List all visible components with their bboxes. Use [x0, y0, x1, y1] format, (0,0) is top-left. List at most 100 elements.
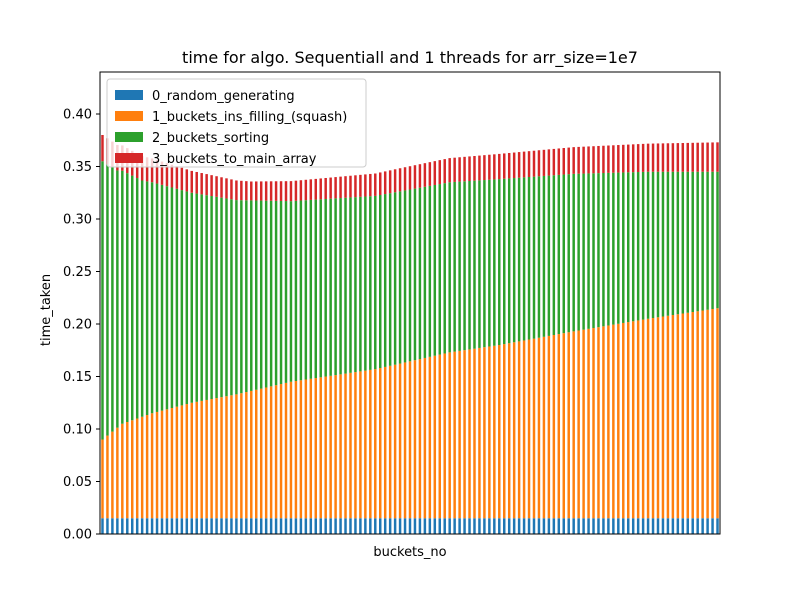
bar-segment-2 — [711, 171, 714, 309]
bar-segment-1 — [522, 340, 526, 519]
bar-segment-1 — [651, 318, 655, 519]
bar-segment-3 — [269, 181, 273, 201]
y-tick-label: 0.35 — [63, 160, 92, 175]
bar-segment-0 — [612, 518, 615, 534]
bar-segment-1 — [135, 418, 139, 519]
bar-segment-2 — [264, 200, 268, 388]
bar-segment-3 — [329, 177, 332, 199]
legend-swatch — [115, 153, 143, 163]
bar-segment-1 — [676, 314, 680, 519]
bar-segment-1 — [696, 311, 699, 519]
bar-segment-2 — [126, 173, 129, 422]
bar-segment-1 — [661, 316, 665, 519]
bar-segment-0 — [165, 518, 169, 534]
bar-segment-0 — [597, 518, 600, 534]
bar-segment-0 — [190, 518, 193, 534]
bar-segment-3 — [314, 178, 317, 200]
bar-segment-2 — [240, 200, 243, 394]
bar-segment-1 — [240, 393, 243, 519]
bar-segment-1 — [423, 357, 427, 519]
bar-segment-0 — [111, 518, 114, 534]
bar-segment-1 — [612, 324, 615, 519]
bar-segment-2 — [259, 200, 263, 389]
bar-segment-1 — [686, 312, 689, 519]
bar-segment-2 — [185, 191, 189, 405]
bar-segment-0 — [309, 518, 313, 534]
bar-segment-3 — [259, 181, 263, 201]
bar-segment-1 — [463, 350, 466, 519]
bar-segment-2 — [349, 197, 352, 373]
bar-segment-3 — [170, 164, 174, 188]
bar-segment-1 — [155, 411, 159, 519]
bar-segment-0 — [264, 518, 268, 534]
bar-segment-1 — [190, 402, 193, 519]
plot-frame — [99, 71, 721, 535]
bar-segment-3 — [542, 149, 546, 176]
bar-segment-3 — [250, 181, 253, 201]
bar-segment-0 — [369, 518, 372, 534]
bar-segment-1 — [607, 325, 610, 519]
bar-segment-2 — [354, 197, 357, 373]
bar-segment-0 — [493, 518, 496, 534]
bar-segment-3 — [438, 160, 441, 185]
bar-segment-2 — [651, 171, 655, 318]
bar-segment-1 — [255, 389, 258, 519]
bar-segment-1 — [393, 364, 397, 519]
bar-segment-1 — [547, 335, 551, 519]
bar-segment-2 — [478, 180, 481, 348]
bar-segment-0 — [567, 518, 570, 534]
bar-segment-2 — [383, 194, 387, 367]
bar-segment-2 — [607, 172, 610, 326]
bar-segment-0 — [354, 518, 357, 534]
bar-segment-0 — [532, 518, 536, 534]
bar-segment-3 — [478, 155, 481, 181]
bar-segment-3 — [319, 178, 322, 200]
bar-segment-0 — [691, 518, 694, 534]
bar-segment-3 — [562, 148, 565, 175]
bar-segment-0 — [631, 518, 635, 534]
bar-segment-1 — [205, 399, 208, 519]
bar-segment-3 — [304, 179, 308, 201]
bar-segment-3 — [676, 143, 680, 172]
bar-segment-3 — [150, 158, 154, 183]
bar-segment-2 — [483, 180, 486, 348]
bar-segment-2 — [592, 173, 595, 328]
bar-segment-2 — [289, 201, 293, 382]
bar-segment-0 — [250, 518, 253, 534]
bar-segment-1 — [403, 362, 407, 519]
bar-segment-3 — [393, 169, 397, 193]
bar-segment-3 — [656, 143, 660, 172]
bar-segment-1 — [274, 385, 278, 519]
bar-segment-3 — [527, 151, 531, 177]
bar-segment-1 — [408, 361, 412, 519]
bar-segment-0 — [453, 518, 456, 534]
bar-segment-0 — [636, 518, 640, 534]
bar-segment-3 — [398, 168, 402, 192]
bar-segment-0 — [324, 518, 327, 534]
bar-segment-2 — [235, 200, 238, 395]
bar-segment-1 — [592, 327, 595, 519]
bar-segment-2 — [547, 175, 551, 336]
bar-segment-3 — [423, 163, 427, 187]
bar-segment-3 — [349, 175, 352, 198]
bar-segment-3 — [473, 156, 476, 181]
bar-segment-0 — [364, 518, 367, 534]
bar-segment-1 — [706, 309, 709, 519]
bar-segment-2 — [329, 198, 332, 376]
bar-segment-1 — [507, 343, 511, 519]
bar-segment-1 — [121, 423, 124, 519]
bar-segment-0 — [443, 518, 446, 534]
bar-segment-3 — [483, 155, 486, 181]
bar-segment-3 — [185, 169, 189, 192]
bar-segment-1 — [681, 313, 685, 519]
bar-segment-3 — [215, 176, 218, 197]
bar-segment-1 — [711, 309, 714, 519]
bar-segment-3 — [443, 159, 446, 184]
bar-segment-0 — [145, 518, 149, 534]
bar-segment-1 — [101, 439, 104, 519]
bar-segment-2 — [691, 171, 694, 312]
bar-segment-1 — [493, 345, 496, 519]
bar-segment-1 — [289, 381, 293, 519]
bar-segment-0 — [507, 518, 511, 534]
bar-segment-3 — [587, 146, 590, 174]
